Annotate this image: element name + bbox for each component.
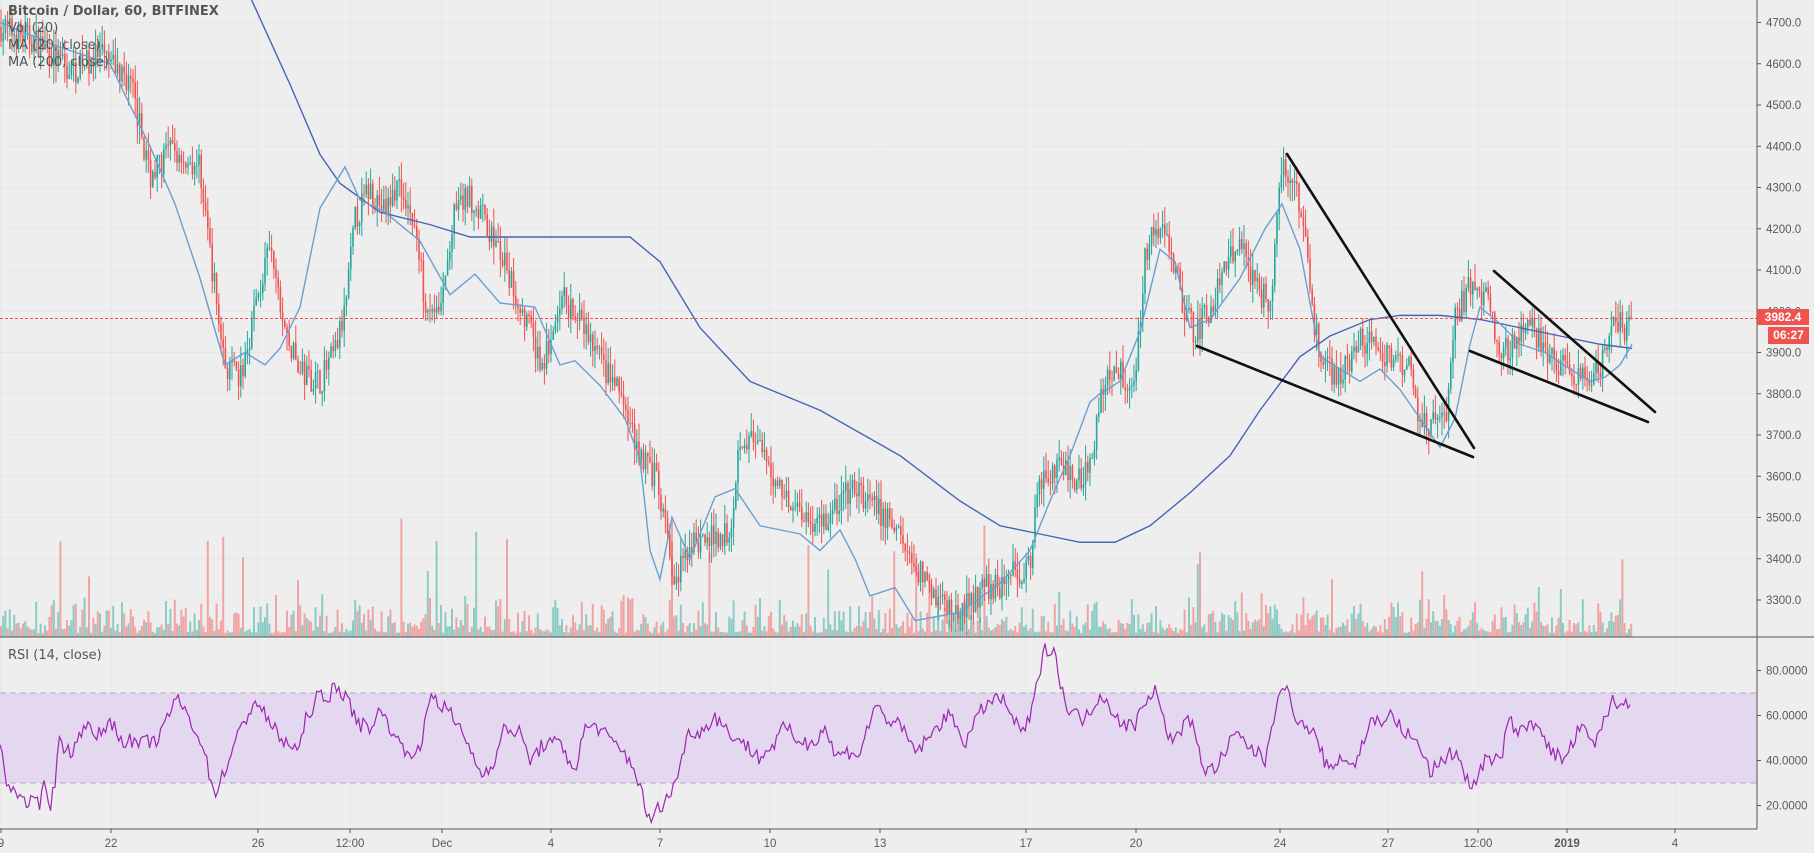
price-tick-label: 3300.0 [1766,595,1801,607]
price-tick-label: 3500.0 [1766,513,1801,525]
wedge-2-lower[interactable] [1468,349,1650,424]
rsi-line [0,643,1631,825]
price-tick-label: 3700.0 [1766,430,1801,442]
time-tick-label: 10 [764,838,777,850]
price-tick-label: 3600.0 [1766,471,1801,483]
rsi-axis[interactable]: 80.0000 60.0000 40.0000 20.0000 [1757,666,1808,813]
rsi-tick-label: 20.0000 [1766,801,1808,813]
time-tick-label: 9 [0,838,4,850]
time-tick-label: 17 [1020,838,1033,850]
price-tick-label: 4300.0 [1766,183,1801,195]
rsi-tick-label: 60.0000 [1766,711,1808,723]
ma200-line [250,0,1633,543]
time-tick-label: 7 [657,838,663,850]
wedge-2-upper[interactable] [1492,269,1657,414]
time-tick-label: 2019 [1554,838,1580,850]
wedge-1-lower[interactable] [1195,344,1475,459]
price-tick-label: 3400.0 [1766,554,1801,566]
price-tick-label: 4500.0 [1766,100,1801,112]
price-tick-label: 4700.0 [1766,18,1801,30]
candlesticks [0,5,1632,636]
price-tick-label: 4100.0 [1766,265,1801,277]
time-tick-label: 4 [1672,838,1679,850]
time-tick-label: 20 [1130,838,1143,850]
last-price-tag: 3982.4 [1757,309,1809,325]
time-tick-label: 26 [252,838,265,850]
rsi-band [0,693,1757,783]
grid-lines [0,0,1757,829]
trendlines[interactable] [1195,152,1657,459]
time-tick-label: 4 [548,838,555,850]
price-tick-label: 4400.0 [1766,141,1801,153]
time-tick-label: 12:00 [1464,838,1493,850]
wedge-1-upper[interactable] [1285,152,1476,450]
time-tick-label: 24 [1274,838,1287,850]
time-tick-label: 22 [105,838,118,850]
price-tick-label: 3800.0 [1766,389,1801,401]
time-tick-label: 12:00 [336,838,365,850]
volume-bars [0,516,1633,637]
ma20-line [0,21,1633,622]
rsi-tick-label: 80.0000 [1766,666,1808,678]
rsi-tick-label: 40.0000 [1766,756,1808,768]
time-tick-label: 27 [1382,838,1395,850]
price-tick-label: 4600.0 [1766,59,1801,71]
axes [0,0,1814,830]
time-axis[interactable]: 9 22 26 12:00 Dec 4 7 10 13 17 20 24 27 12:00 2019 4 [0,829,1679,850]
time-tick-label: 13 [874,838,887,850]
price-tick-label: 4200.0 [1766,224,1801,236]
bar-countdown-tag: 06:27 [1768,327,1809,344]
price-tick-label: 3900.0 [1766,348,1801,360]
time-tick-label: Dec [432,838,453,850]
